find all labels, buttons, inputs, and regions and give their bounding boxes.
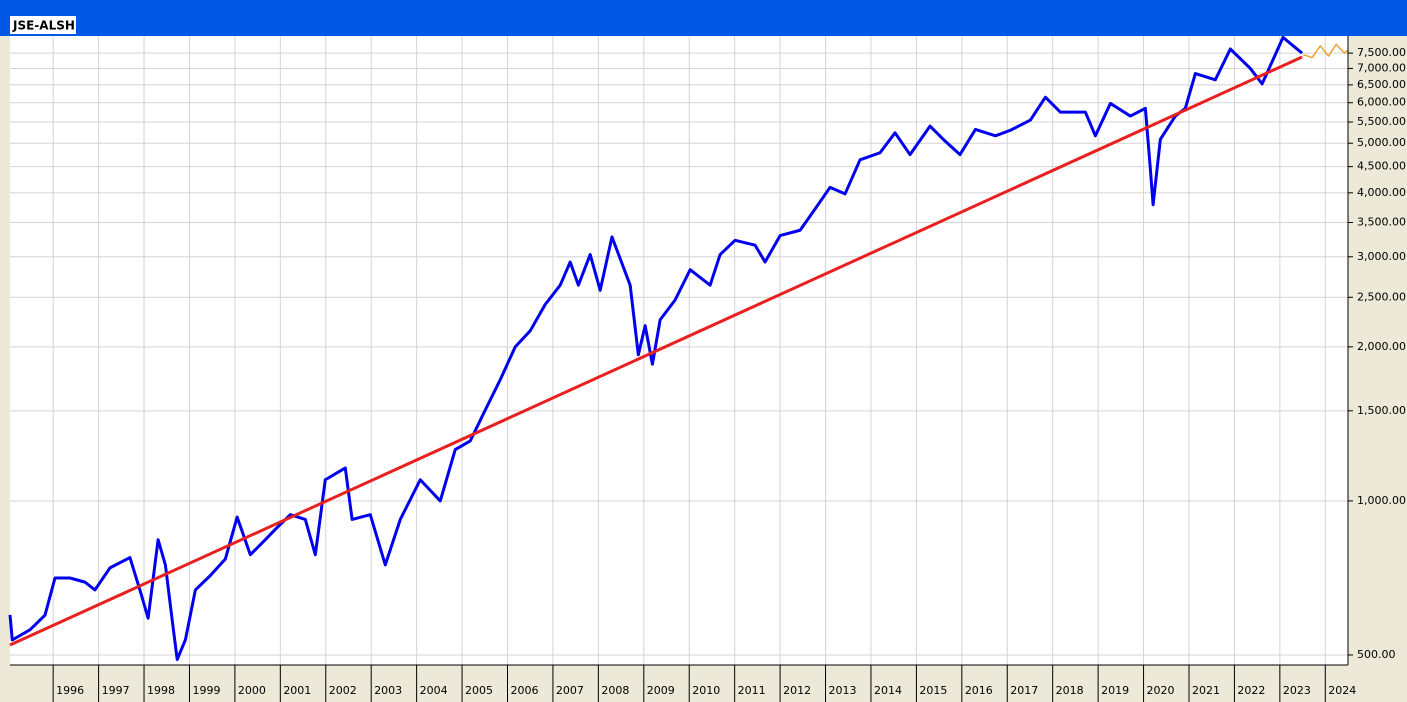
x-tick-label: 2003 bbox=[374, 684, 402, 697]
x-tick-label: 2012 bbox=[783, 684, 811, 697]
x-tick-label: 2004 bbox=[420, 684, 448, 697]
series-line bbox=[9, 55, 1303, 647]
y-tick-label: 4,000.00 bbox=[1357, 186, 1406, 199]
x-tick-label: 2023 bbox=[1283, 684, 1311, 697]
x-tick-label: 1996 bbox=[56, 684, 84, 697]
y-tick-label: 4,500.00 bbox=[1357, 160, 1406, 173]
axes: 500.00 1,000.00 1,500.00 2,000.00 2,500.00 3,… bbox=[10, 36, 1406, 702]
y-tick-label: 7,000.00 bbox=[1357, 61, 1406, 74]
x-tick-label: 2009 bbox=[647, 684, 675, 697]
y-tick-label: 5,000.00 bbox=[1357, 136, 1406, 149]
lines bbox=[8, 35, 1349, 661]
x-tick-label: 1999 bbox=[192, 684, 220, 697]
x-tick-label: 2015 bbox=[919, 684, 947, 697]
title-box bbox=[10, 16, 76, 34]
y-tick-label: 5,500.00 bbox=[1357, 115, 1406, 128]
grid bbox=[10, 36, 1348, 665]
x-tick-label: 2022 bbox=[1237, 684, 1265, 697]
x-tick-label: 2024 bbox=[1328, 684, 1356, 697]
y-tick-label: 7,500.00 bbox=[1357, 46, 1406, 59]
y-tick-label: 3,000.00 bbox=[1357, 250, 1406, 263]
x-tick-label: 2014 bbox=[874, 684, 902, 697]
y-tick-label: 6,500.00 bbox=[1357, 78, 1406, 91]
x-tick-label: 2016 bbox=[965, 684, 993, 697]
chart-title: JSE-ALSH bbox=[12, 19, 75, 33]
x-tick-label: 2018 bbox=[1056, 684, 1084, 697]
x-tick-label: 2007 bbox=[556, 684, 584, 697]
y-tick-label: 2,000.00 bbox=[1357, 340, 1406, 353]
x-tick-label: 2000 bbox=[238, 684, 266, 697]
y-tick-label: 1,500.00 bbox=[1357, 404, 1406, 417]
series-line bbox=[1302, 43, 1349, 59]
y-tick-label: 6,000.00 bbox=[1357, 96, 1406, 109]
y-tick-label: 1,000.00 bbox=[1357, 494, 1406, 507]
x-tick-label: 2011 bbox=[738, 684, 766, 697]
y-tick-label: 2,500.00 bbox=[1357, 290, 1406, 303]
header-bar bbox=[0, 0, 1407, 36]
x-tick-label: 1998 bbox=[147, 684, 175, 697]
plot-area bbox=[10, 36, 1348, 665]
x-tick-label: 2021 bbox=[1192, 684, 1220, 697]
x-tick-label: 1997 bbox=[102, 684, 130, 697]
x-tick-label: 2010 bbox=[692, 684, 720, 697]
x-tick-label: 2008 bbox=[601, 684, 629, 697]
y-tick-label: 500.00 bbox=[1357, 648, 1396, 661]
x-tick-label: 2002 bbox=[329, 684, 357, 697]
y-tick-label: 3,500.00 bbox=[1357, 215, 1406, 228]
x-tick-label: 2006 bbox=[510, 684, 538, 697]
x-tick-label: 2020 bbox=[1147, 684, 1175, 697]
series-line bbox=[8, 35, 1304, 661]
x-tick-label: 2013 bbox=[829, 684, 857, 697]
x-tick-label: 2005 bbox=[465, 684, 493, 697]
x-tick-label: 2017 bbox=[1010, 684, 1038, 697]
x-tick-label: 2019 bbox=[1101, 684, 1129, 697]
x-tick-label: 2001 bbox=[283, 684, 311, 697]
